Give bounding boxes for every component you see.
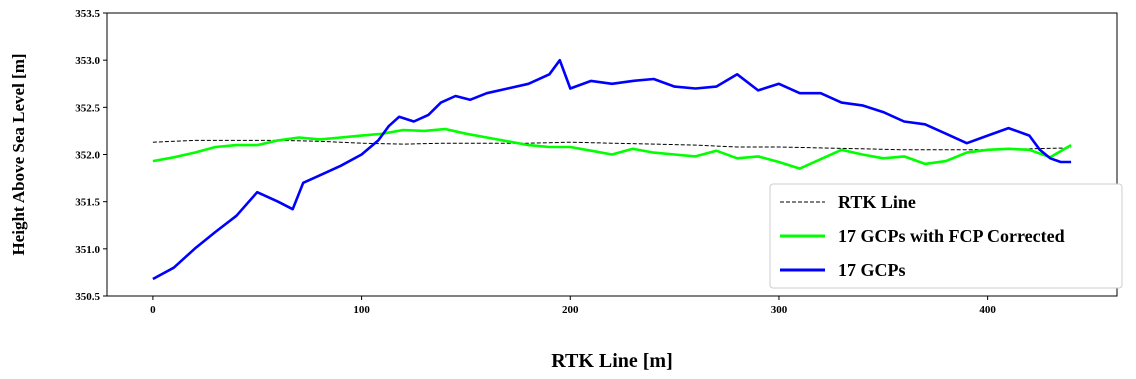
y-axis: 350.5 351.0 351.5 352.0 352.5 353.0 353.5 (75, 8, 107, 303)
y-tick-label: 353.0 (75, 55, 100, 67)
legend-label: 17 GCPs (838, 260, 906, 280)
x-tick-label: 100 (353, 304, 370, 316)
legend: RTK Line 17 GCPs with FCP Corrected 17 GCP… (769, 183, 1123, 289)
x-tick-label: 400 (979, 304, 996, 316)
y-tick-label: 353.5 (75, 8, 100, 20)
y-tick-label: 350.5 (75, 291, 100, 303)
y-tick-label: 352.5 (75, 102, 100, 114)
series-line-1 (152, 127, 1072, 170)
legend-box (769, 183, 1123, 289)
y-tick-label: 352.0 (75, 150, 100, 162)
series-line-0 (152, 139, 1072, 151)
y-tick-label: 351.0 (75, 244, 100, 256)
legend-label: RTK Line (838, 192, 916, 212)
x-axis-title: RTK Line [m] (551, 350, 673, 372)
legend-label: 17 GCPs with FCP Corrected (838, 226, 1065, 246)
x-tick-label: 300 (771, 304, 788, 316)
y-tick-label: 351.5 (75, 197, 100, 209)
x-axis: 0 100 200 300 400 (150, 296, 996, 316)
series-layer (152, 58, 1072, 281)
x-tick-label: 200 (562, 304, 579, 316)
series-line-2 (152, 58, 1072, 281)
x-tick-label: 0 (150, 304, 156, 316)
y-axis-title: Height Above Sea Level [m] (9, 53, 28, 255)
